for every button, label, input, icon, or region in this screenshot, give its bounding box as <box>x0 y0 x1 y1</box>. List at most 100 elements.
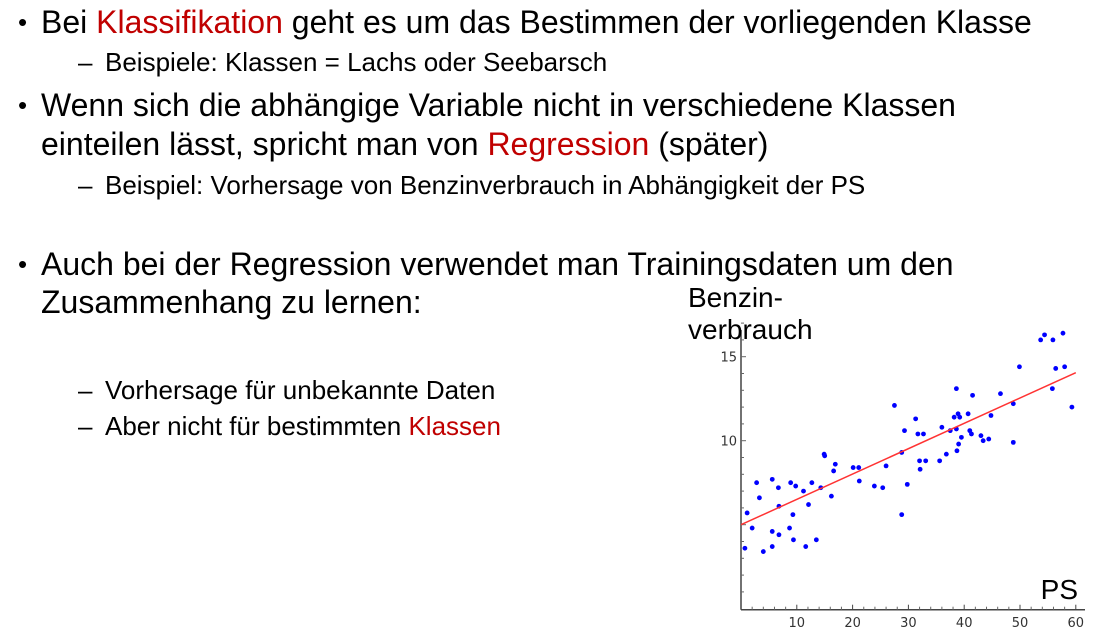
data-point <box>986 436 992 442</box>
text: Aber nicht für bestimmten <box>105 411 409 441</box>
bullet-classification: Bei Klassifikation geht es um das Bestim… <box>41 6 1032 38</box>
data-point <box>883 463 889 469</box>
y-axis-label-line1: Benzin- <box>688 282 783 313</box>
data-point <box>1053 366 1059 371</box>
data-point <box>943 451 949 457</box>
bullet-marker: • <box>18 249 28 279</box>
data-point <box>937 458 943 464</box>
x-axis-label: PS <box>1040 574 1078 605</box>
sub-bullet-examples: Beispiele: Klassen = Lachs oder Seebarsc… <box>105 47 608 77</box>
data-point <box>902 428 907 434</box>
data-point <box>970 392 975 398</box>
data-point <box>1010 401 1016 407</box>
data-points <box>742 330 1075 554</box>
data-point <box>915 431 921 437</box>
data-point <box>913 416 919 422</box>
data-point <box>832 461 838 467</box>
data-point <box>744 510 750 516</box>
data-point <box>850 465 856 470</box>
data-point <box>1017 364 1022 370</box>
data-point <box>871 483 877 489</box>
axes: 10 20 30 40 50 60 10 15 <box>720 322 1085 631</box>
data-point <box>923 458 929 464</box>
y-tick-label: 10 <box>720 435 737 450</box>
data-point <box>957 414 963 420</box>
bullet-marker: • <box>18 90 28 120</box>
data-point <box>803 544 809 549</box>
data-point <box>921 431 926 437</box>
data-point <box>1050 337 1056 343</box>
data-point <box>956 441 962 447</box>
x-tick-label: 10 <box>789 616 806 631</box>
data-point <box>787 525 792 531</box>
data-point <box>988 413 994 418</box>
bullet-marker: • <box>18 7 28 37</box>
data-point <box>754 480 760 486</box>
data-point <box>790 512 796 518</box>
dash-marker: – <box>78 47 93 77</box>
dash-marker: – <box>78 411 93 441</box>
data-point <box>856 478 862 484</box>
x-tick-label: 20 <box>844 616 861 631</box>
text: geht es um das Bestimmen der vorliegende… <box>282 4 1032 40</box>
data-point <box>978 433 984 439</box>
data-point <box>954 448 960 454</box>
data-point <box>965 411 971 417</box>
data-point <box>969 431 974 437</box>
data-point <box>1042 332 1047 338</box>
highlight-klassifikation: Klassifikation <box>96 4 283 40</box>
data-point <box>788 480 794 486</box>
data-point <box>856 465 862 470</box>
x-tick-label: 50 <box>1012 616 1029 631</box>
data-point <box>917 458 922 464</box>
data-point <box>809 480 815 486</box>
data-point <box>769 544 775 549</box>
data-point <box>769 476 775 482</box>
data-point <box>828 493 834 499</box>
y-tick-label: 15 <box>720 351 737 366</box>
data-point <box>1069 404 1075 410</box>
data-point <box>917 466 923 472</box>
data-point <box>776 532 782 538</box>
y-axis-label-line2: verbrauch <box>688 314 813 345</box>
data-point <box>813 537 819 543</box>
data-point <box>980 438 986 444</box>
data-point <box>801 488 806 494</box>
regression-line <box>740 371 1077 526</box>
data-point <box>1049 386 1055 392</box>
data-point <box>1062 364 1068 370</box>
highlight-klassen: Klassen <box>408 411 501 441</box>
x-tick-label: 60 <box>1068 616 1085 631</box>
data-point <box>742 545 748 551</box>
data-point <box>904 481 910 487</box>
x-tick-label: 40 <box>956 616 973 631</box>
data-point <box>1060 330 1066 336</box>
data-point <box>1038 337 1044 343</box>
data-point <box>806 502 811 507</box>
data-point <box>757 495 762 501</box>
data-point <box>899 512 905 518</box>
data-point <box>892 403 897 408</box>
data-point <box>760 549 766 554</box>
bullet-training-line2: Zusammenhang zu lernen: <box>41 284 422 320</box>
data-point <box>880 485 886 491</box>
data-point <box>793 483 799 489</box>
data-point <box>791 537 796 543</box>
dash-marker: – <box>78 375 93 405</box>
sub-bullet-not-classes: Aber nicht für bestimmten Klassen <box>105 413 501 439</box>
data-point <box>831 468 837 474</box>
data-point <box>775 485 781 491</box>
data-point <box>749 525 755 531</box>
highlight-regression: Regression <box>487 126 650 162</box>
bullet-training-line1: Auch bei der Regression verwendet man Tr… <box>41 246 954 282</box>
text: (später) <box>649 126 769 162</box>
data-point <box>822 453 828 459</box>
bullet-regression-line2: einteilen lässt, spricht man von Regress… <box>41 128 768 160</box>
data-point <box>1010 439 1016 445</box>
x-tick-label: 30 <box>900 616 917 631</box>
text: einteilen lässt, spricht man von <box>41 126 488 162</box>
dash-marker: – <box>78 170 93 200</box>
data-point <box>959 434 964 440</box>
sub-bullet-prediction: Vorhersage für unbekannte Daten <box>105 375 496 405</box>
